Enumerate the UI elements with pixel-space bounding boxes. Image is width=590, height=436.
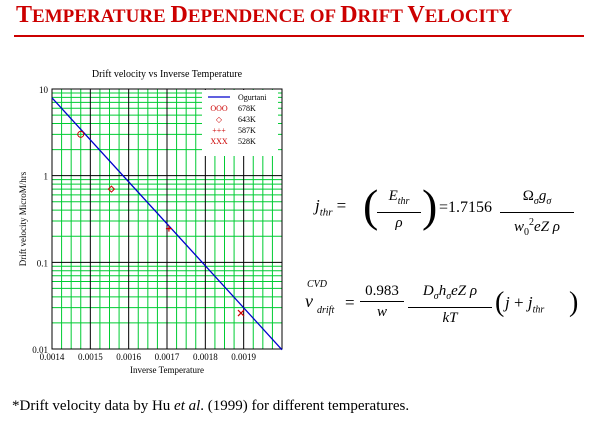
legend-box bbox=[202, 90, 278, 156]
eq2-h: h bbox=[438, 283, 447, 299]
slide-title: TEMPERATURE DEPENDENCE OF DRIFT VELOCITY bbox=[16, 2, 512, 29]
footnote: *Drift velocity data by Hu et al. (1999)… bbox=[12, 398, 409, 415]
legend-marker-528k: XXX bbox=[210, 137, 228, 146]
eq1-lhs-sub: thr bbox=[319, 206, 333, 219]
title-initial-3: D bbox=[340, 2, 358, 28]
eq2-left-paren: ( bbox=[495, 287, 505, 318]
plot-frame bbox=[51, 88, 283, 350]
eq2-plus: + bbox=[509, 293, 528, 312]
eq1-w-sup: 2 bbox=[529, 217, 535, 228]
x-tick-label: 0.0018 bbox=[193, 352, 218, 362]
eq1-e: E bbox=[388, 188, 398, 204]
eq1-g-sub: σ bbox=[546, 196, 552, 207]
eq2-d: D bbox=[422, 283, 434, 299]
eq1-w: w bbox=[514, 219, 525, 235]
eq1-left-paren: ( bbox=[363, 180, 379, 231]
data-point-678k bbox=[77, 130, 85, 138]
eq2-jthr: j bbox=[527, 293, 533, 312]
eq2-fraction-coef: 0.983 w bbox=[360, 281, 404, 322]
ogurtani-line bbox=[51, 97, 283, 351]
eq2-v: v bbox=[305, 291, 313, 311]
data-point-643k bbox=[107, 185, 116, 193]
title-initial-1: D bbox=[170, 2, 188, 28]
eq1-g: g bbox=[538, 188, 547, 204]
legend-marker-643k: ◇ bbox=[216, 115, 223, 124]
eq1-omega-sub: σ bbox=[533, 196, 539, 207]
legend-label-587k: 587K bbox=[238, 126, 256, 135]
eq2-j: j bbox=[505, 293, 510, 312]
eq2-h-sub: σ bbox=[446, 291, 452, 302]
x-tick-label: 0.0019 bbox=[231, 352, 256, 362]
legend-label-643k: 643K bbox=[238, 115, 256, 124]
eq1-coefficient: =1.7156 bbox=[439, 199, 493, 216]
title-word-3: RIFT bbox=[357, 6, 408, 27]
x-tick-label: 0.0017 bbox=[155, 352, 180, 362]
x-tick-label: 0.0014 bbox=[40, 352, 65, 362]
data-point-528k bbox=[237, 309, 245, 317]
threshold-current-equation: jthr = ( Ethr ρ ) =1.7156 Ωσgσ w02eZ ρ bbox=[315, 180, 585, 240]
eq2-cvd: CVD bbox=[307, 279, 327, 290]
drift-velocity-equation: CVD v drift = 0.983 w DσhσeZ ρ kT ( j + … bbox=[305, 279, 579, 328]
footnote-italic: et al bbox=[174, 398, 201, 414]
eq2-fraction-main: DσhσeZ ρ kT bbox=[408, 281, 492, 328]
eq2-d-sub: σ bbox=[433, 291, 439, 302]
title-initial-4: V bbox=[407, 2, 425, 28]
legend-marker-678k: OOO bbox=[210, 104, 228, 113]
title-word-1: EPENDENCE bbox=[187, 6, 310, 27]
data-point-587k bbox=[165, 225, 172, 232]
eq1-ezrho: eZ ρ bbox=[534, 219, 560, 235]
y-tick-label: 1 bbox=[44, 172, 49, 182]
eq2-w: w bbox=[376, 304, 387, 320]
title-underline bbox=[14, 35, 584, 37]
x-tick-label: 0.0015 bbox=[78, 352, 103, 362]
eq2-jthr-sub: thr bbox=[532, 304, 545, 316]
title-word-0: EMPERATURE bbox=[32, 6, 171, 27]
title-word-4: ELOCITY bbox=[424, 6, 513, 27]
eq2-kt: kT bbox=[442, 310, 458, 326]
title-word-2: OF bbox=[309, 6, 341, 27]
eq1-omega: Ω bbox=[522, 188, 534, 204]
eq1-fraction-omega: Ωσgσ w02eZ ρ bbox=[500, 186, 574, 243]
y-tick-label: 0.1 bbox=[37, 258, 48, 268]
legend-label-ogurtani: Ogurtani bbox=[238, 93, 267, 102]
eq1-e-sub: thr bbox=[397, 196, 410, 207]
eq2-ezrho: eZ ρ bbox=[451, 283, 478, 299]
footnote-suffix: . (1999) for different temperatures. bbox=[200, 398, 410, 414]
x-tick-label: 0.0016 bbox=[116, 352, 141, 362]
title-initial-0: T bbox=[16, 2, 33, 28]
eq2-coefficient: 0.983 bbox=[365, 283, 399, 299]
y-tick-label: 0.01 bbox=[32, 345, 48, 355]
y-tick-label: 10 bbox=[39, 85, 49, 95]
drift-velocity-chart: Drift velocity vs Inverse Temperature 10 1… bbox=[18, 69, 283, 375]
eq1-rho: ρ bbox=[395, 215, 403, 231]
legend-marker-587k: +++ bbox=[212, 126, 226, 135]
legend-label-528k: 528K bbox=[238, 137, 256, 146]
eq1-right-paren: ) bbox=[422, 180, 438, 231]
eq2-right-paren: ) bbox=[569, 287, 579, 318]
eq2-drift: drift bbox=[317, 305, 335, 316]
legend-label-678k: 678K bbox=[238, 104, 256, 113]
y-axis-label: Drift velocity MicroM/hrs bbox=[18, 171, 28, 266]
footnote-prefix: *Drift velocity data by Hu bbox=[12, 398, 175, 414]
chart-title: Drift velocity vs Inverse Temperature bbox=[92, 69, 243, 80]
eq1-w-sub: 0 bbox=[524, 227, 530, 238]
eq2-paren-content: j + jthr bbox=[505, 293, 544, 315]
eq1-fraction-e-rho: Ethr ρ bbox=[377, 186, 421, 233]
x-axis-label: Inverse Temperature bbox=[130, 365, 204, 375]
eq1-lhs: j bbox=[315, 196, 320, 215]
